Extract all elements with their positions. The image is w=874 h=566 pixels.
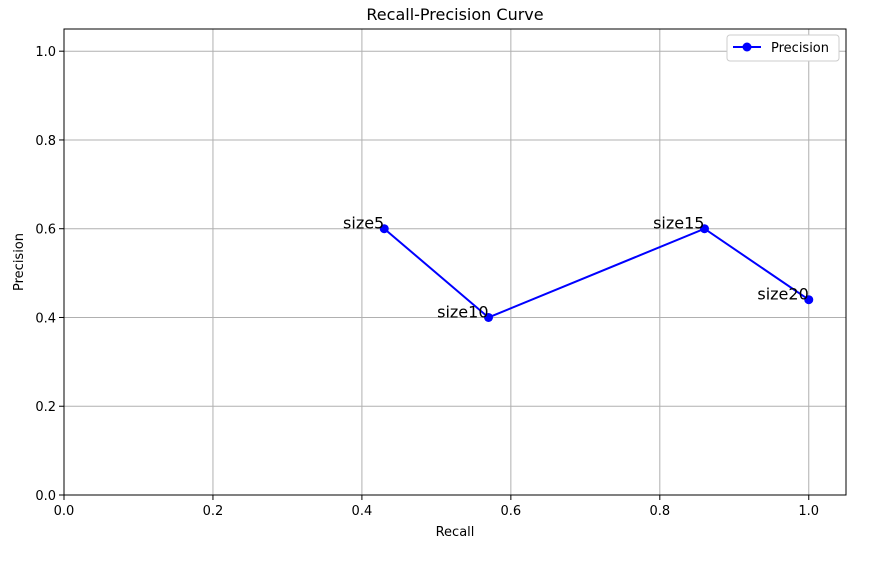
- x-tick-label: 0.0: [54, 504, 75, 519]
- y-tick-label: 1.0: [35, 45, 56, 60]
- x-tick-label: 0.6: [501, 504, 522, 519]
- data-point: [699, 224, 709, 234]
- x-tick-label: 0.8: [649, 504, 670, 519]
- legend-marker: [742, 42, 752, 52]
- data-point-label: size15: [653, 214, 704, 233]
- x-tick-label: 0.4: [352, 504, 373, 519]
- chart-title: Recall-Precision Curve: [366, 5, 543, 24]
- series-line: [383, 227, 810, 319]
- legend-box: [726, 34, 840, 62]
- y-axis-label: Precision: [12, 233, 27, 291]
- data-point: [379, 224, 389, 234]
- x-axis-label: Recall: [436, 525, 475, 540]
- y-tick-label: 0.6: [35, 223, 56, 238]
- y-tick-label: 0.8: [35, 134, 56, 149]
- data-point-label: size20: [757, 285, 808, 304]
- y-tick-label: 0.4: [35, 311, 56, 326]
- y-tick-label: 0.0: [35, 489, 56, 504]
- data-point-label: size5: [343, 214, 384, 233]
- data-point-label: size10: [437, 302, 488, 321]
- data-point: [804, 295, 814, 305]
- x-tick-label: 0.2: [203, 504, 224, 519]
- y-tick-label: 0.2: [35, 400, 56, 415]
- data-point: [484, 312, 494, 322]
- x-tick-label: 1.0: [798, 504, 819, 519]
- series-layer: size5 size10 size15 size20: [343, 214, 814, 322]
- legend-label: Precision: [771, 41, 829, 56]
- ticks: 0.0 0.2 0.4 0.6 0.8 1.0 0.0 0.2 0.4 0.6 0.8 1.0: [35, 45, 819, 519]
- grid: [63, 29, 846, 496]
- legend: Precision: [726, 34, 840, 62]
- plot-frame: [63, 28, 847, 496]
